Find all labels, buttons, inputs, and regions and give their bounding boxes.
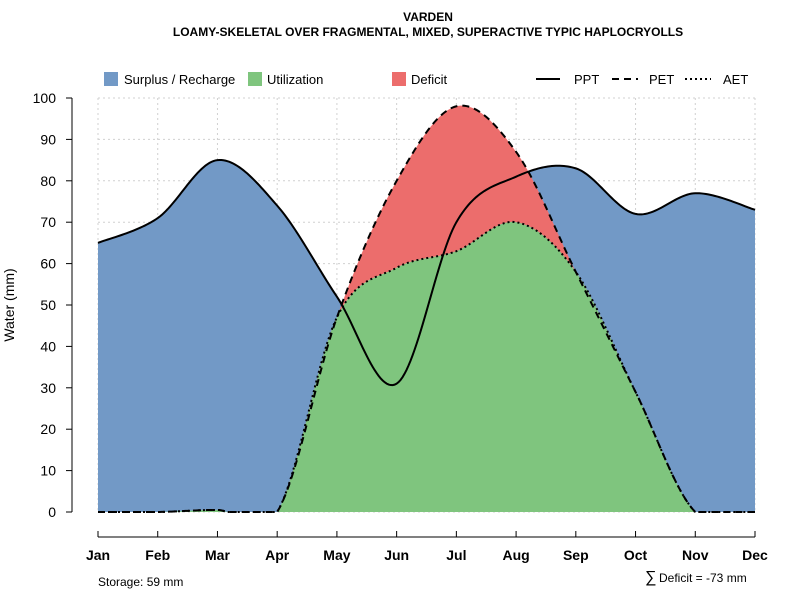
x-tick-label-dec: Dec	[742, 547, 768, 563]
legend: Surplus / Recharge Utilization Deficit P…	[104, 72, 748, 87]
x-tick-label-jun: Jun	[384, 547, 409, 563]
legend-label-ppt: PPT	[574, 72, 599, 87]
x-tick-label-nov: Nov	[682, 547, 709, 563]
y-tick-label-70: 70	[40, 214, 56, 230]
area-fills	[98, 105, 755, 513]
y-tick-label-20: 20	[40, 421, 56, 437]
series-line-aet	[98, 220, 755, 513]
x-tick-label-sep: Sep	[563, 547, 589, 563]
x-tick-label-jan: Jan	[86, 547, 110, 563]
legend-label-pet: PET	[649, 72, 674, 87]
legend-label-surplus: Surplus / Recharge	[124, 72, 235, 87]
y-tick-label-0: 0	[48, 504, 56, 520]
axes: 0 10 20 30 40 50 60 70 80 90 100 Jan Feb Mar Apr May Jun…	[33, 90, 768, 563]
legend-swatch-surplus	[104, 72, 118, 86]
legend-label-aet: AET	[723, 72, 748, 87]
x-tick-label-aug: Aug	[502, 547, 529, 563]
x-tick-label-oct: Oct	[624, 547, 648, 563]
legend-label-utilization: Utilization	[267, 72, 323, 87]
y-tick-label-60: 60	[40, 256, 56, 272]
legend-swatch-utilization	[248, 72, 262, 86]
x-tick-label-jul: Jul	[446, 547, 466, 563]
area-deficit	[98, 105, 755, 512]
deficit-note: Deficit = -73 mm	[659, 571, 747, 585]
y-tick-label-90: 90	[40, 131, 56, 147]
series-lines	[97, 104, 756, 513]
y-tick-label-30: 30	[40, 380, 56, 396]
storage-note: Storage: 59 mm	[98, 575, 183, 589]
legend-swatch-deficit	[392, 72, 406, 86]
series-line-ppt	[97, 158, 756, 387]
x-tick-label-may: May	[323, 547, 350, 563]
area-utilization	[98, 221, 755, 512]
chart-title: VARDEN	[403, 10, 453, 24]
y-axis-label: Water (mm)	[1, 268, 17, 341]
y-tick-label-10: 10	[40, 463, 56, 479]
y-tick-label-40: 40	[40, 338, 56, 354]
chart-subtitle: LOAMY-SKELETAL OVER FRAGMENTAL, MIXED, S…	[173, 25, 683, 39]
y-tick-label-50: 50	[40, 297, 56, 313]
x-tick-label-feb: Feb	[145, 547, 170, 563]
legend-label-deficit: Deficit	[411, 72, 448, 87]
y-tick-label-100: 100	[33, 90, 57, 106]
x-tick-label-apr: Apr	[265, 547, 290, 563]
y-tick-label-80: 80	[40, 173, 56, 189]
x-tick-label-mar: Mar	[205, 547, 230, 563]
sum-icon: ∑	[645, 569, 656, 586]
